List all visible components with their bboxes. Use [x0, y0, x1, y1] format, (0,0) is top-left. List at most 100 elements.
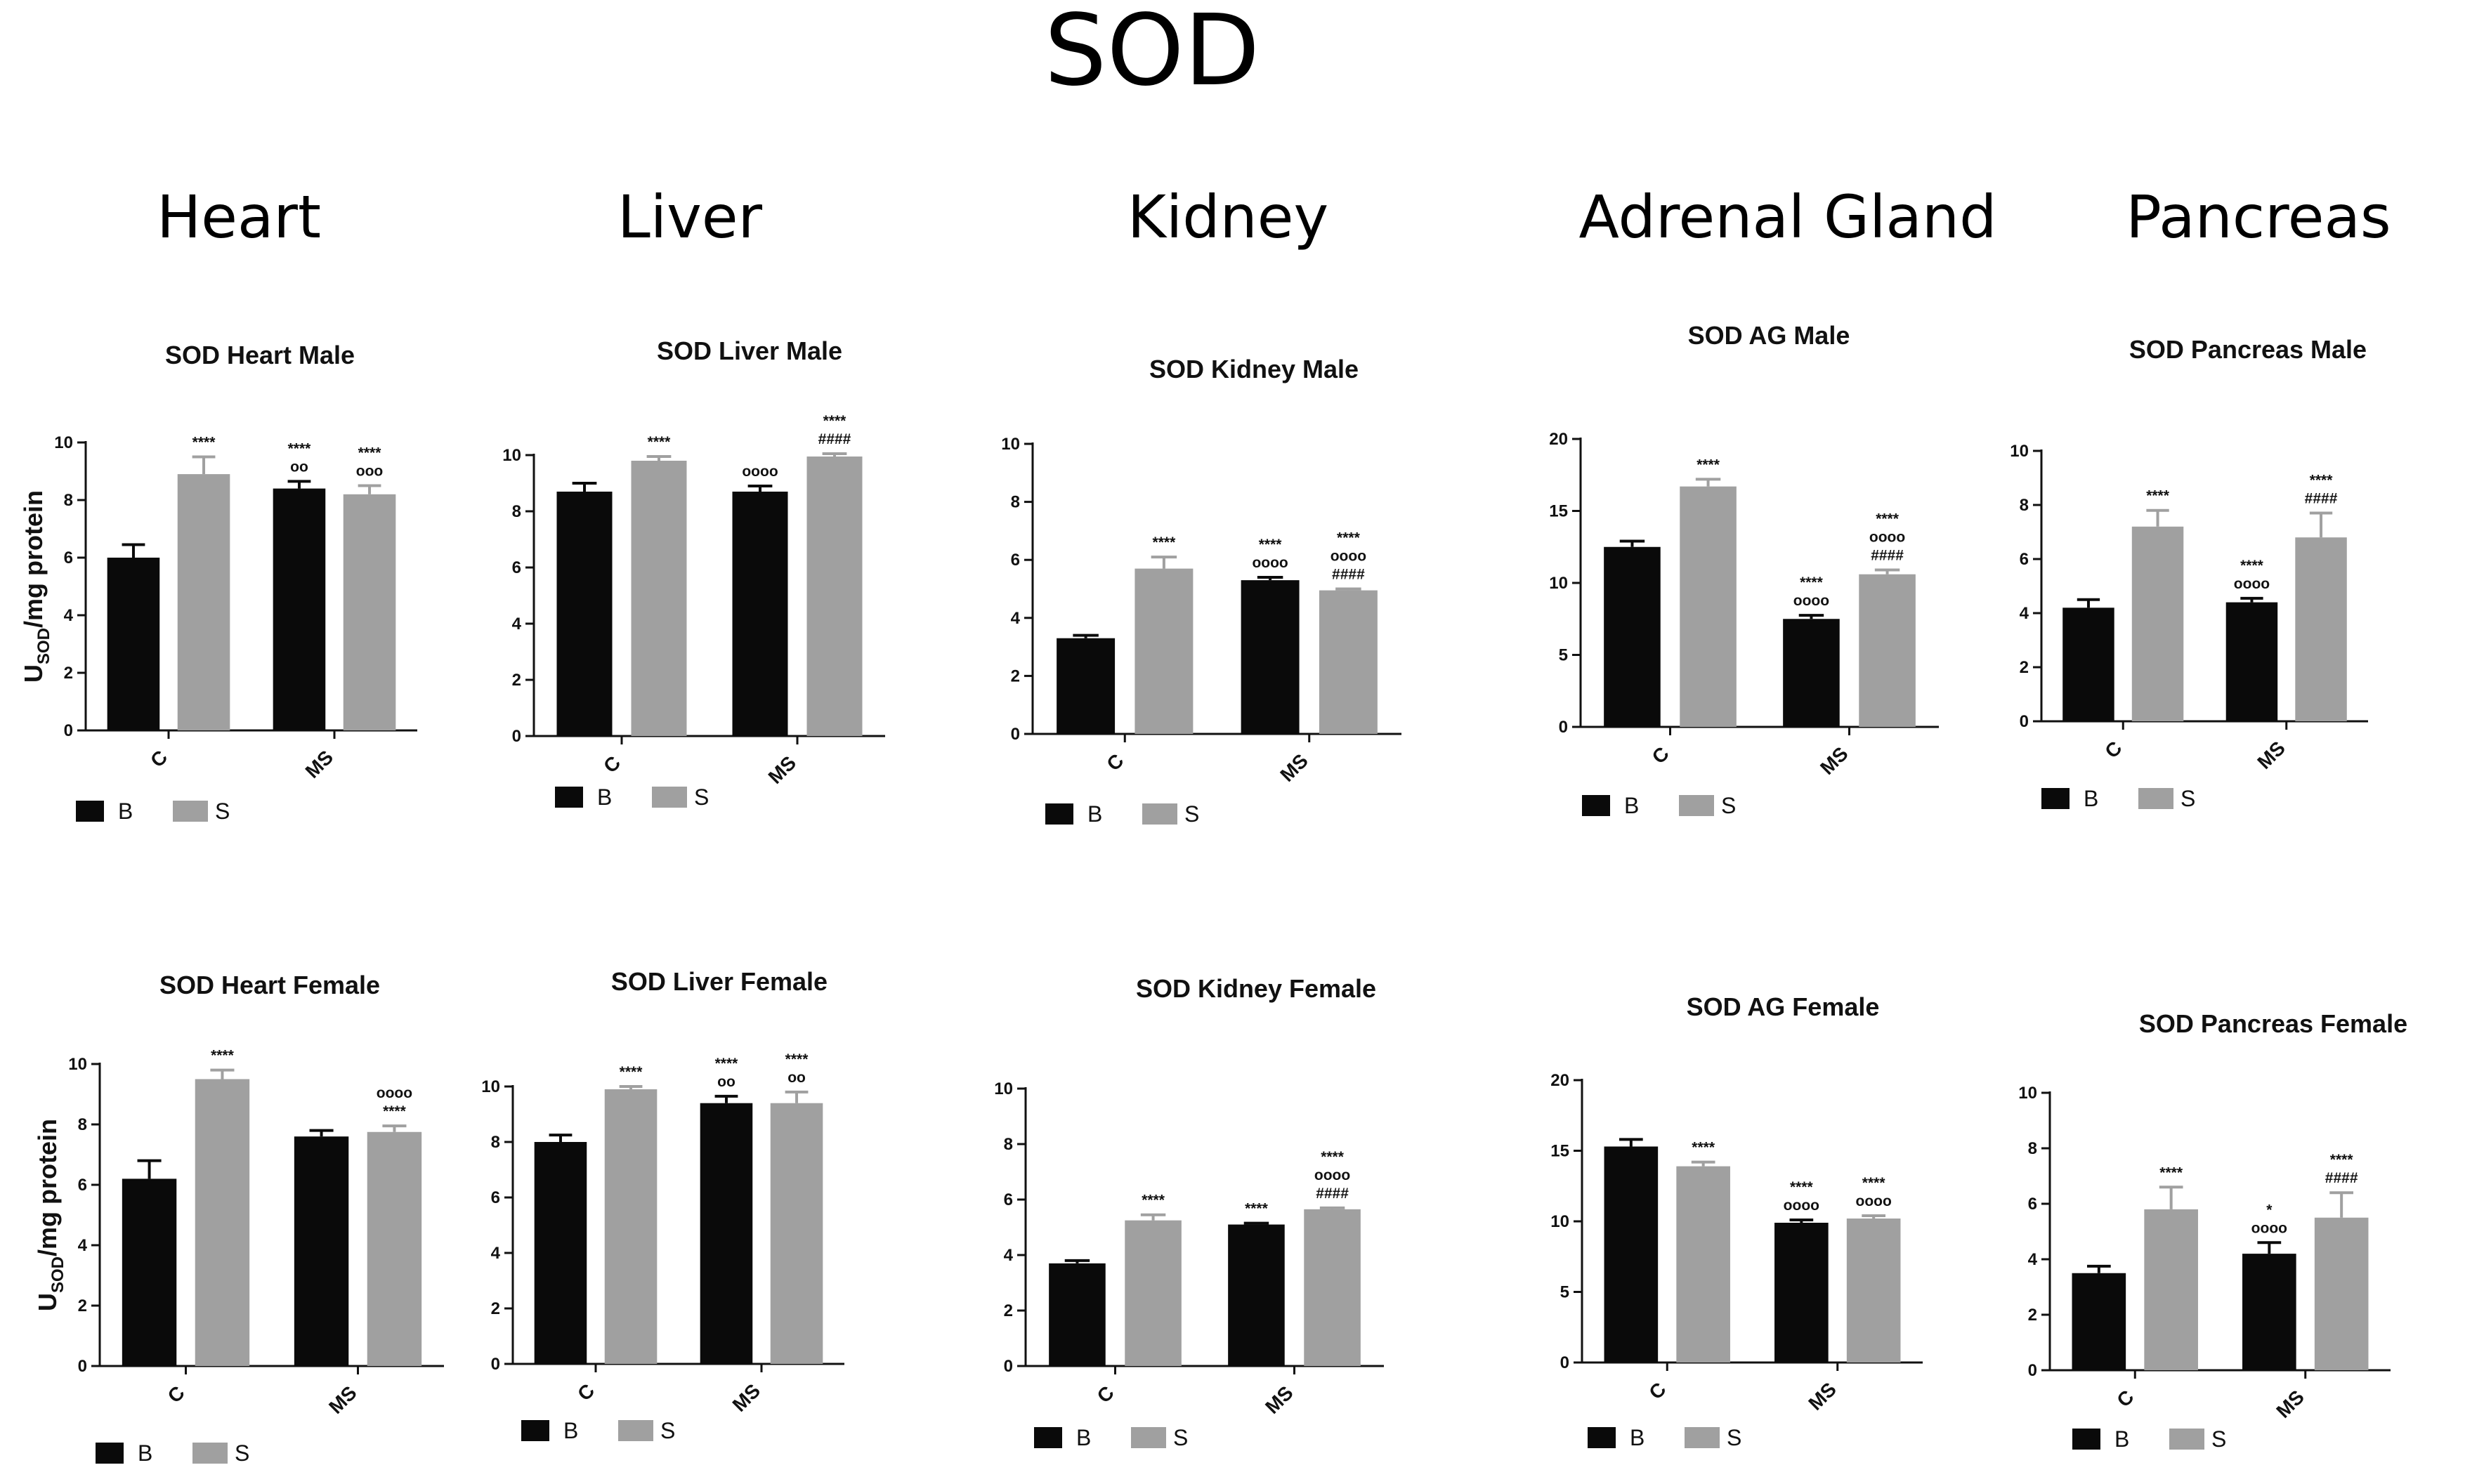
- chart-title: SOD Heart Male: [165, 341, 355, 369]
- figure-title: SOD: [1045, 0, 1260, 108]
- legend-swatch-s: [2169, 1429, 2204, 1450]
- y-tick-label: 8: [64, 491, 73, 510]
- chart-sod-pancreas-male: SOD Pancreas Male 0 2 4 6 8 10 C **** MS oooo **** #…: [2010, 335, 2368, 811]
- significance-marker: ****: [648, 434, 672, 450]
- y-tick-label: 6: [512, 558, 521, 577]
- y-tick-label: 20: [1550, 1071, 1569, 1090]
- legend-label-b: B: [1630, 1425, 1645, 1450]
- chart-title: SOD Heart Female: [159, 971, 380, 999]
- bar-b-c: [1604, 546, 1661, 727]
- y-tick-label: 0: [512, 727, 521, 746]
- significance-marker: ****: [1800, 574, 1824, 591]
- x-tick-label-ms: MS: [1276, 749, 1312, 786]
- y-tick-label: 2: [512, 671, 521, 690]
- legend-label-b: B: [1087, 801, 1102, 827]
- y-tick-label: 2: [2028, 1306, 2037, 1325]
- y-tick-label: 8: [512, 502, 521, 521]
- significance-marker: oooo: [1856, 1193, 1892, 1209]
- bar-b-c: [1604, 1146, 1659, 1362]
- legend-swatch-b: [76, 801, 104, 822]
- significance-marker: oooo: [1784, 1197, 1819, 1214]
- y-tick-label: 4: [1011, 609, 1021, 628]
- significance-marker: oooo: [2251, 1220, 2287, 1236]
- significance-marker: oo: [787, 1070, 806, 1086]
- legend-swatch-b: [96, 1443, 124, 1464]
- y-tick-label: 2: [64, 664, 73, 683]
- significance-marker: oooo: [1331, 549, 1366, 565]
- significance-marker: ****: [1153, 534, 1177, 551]
- significance-marker: ****: [785, 1051, 809, 1068]
- x-tick-label-ms: MS: [301, 746, 338, 782]
- bar-b-ms: [2225, 602, 2278, 721]
- charts-group: SOD Heart Male0246810C****MSoo****ooo***…: [19, 321, 2407, 1466]
- legend-label-s: S: [1721, 793, 1736, 818]
- legend-swatch-b: [2072, 1429, 2100, 1450]
- chart-sod-heart-male: SOD Heart Male 0 2 4 6 8 10 C **** MS oo **** ooo ***…: [19, 341, 417, 824]
- bar-s-ms: [2295, 537, 2347, 721]
- y-tick-label: 2: [1011, 667, 1020, 685]
- significance-marker: ****: [2240, 558, 2264, 574]
- legend-swatch-b: [1045, 803, 1073, 825]
- y-tick-label: 6: [2020, 550, 2029, 569]
- legend-label-b: B: [118, 799, 133, 824]
- legend-swatch-b: [2041, 788, 2070, 809]
- y-axis-label: USOD/mg protein: [19, 490, 53, 683]
- x-tick-label-c: C: [1102, 749, 1127, 775]
- significance-marker: ****: [1245, 1201, 1269, 1217]
- bar-b-ms: [1228, 1224, 1285, 1366]
- legend-swatch-s: [173, 801, 208, 822]
- significance-marker: ####: [1316, 1186, 1349, 1202]
- legend-swatch-b: [1582, 795, 1610, 816]
- x-tick-label-ms: MS: [1804, 1378, 1841, 1414]
- bar-s-c: [1676, 1166, 1730, 1362]
- bar-b-c: [534, 1142, 587, 1364]
- y-tick-label: 8: [1004, 1135, 1013, 1154]
- significance-marker: ****: [383, 1103, 407, 1119]
- significance-marker: ****: [288, 440, 312, 457]
- chart-sod-ag-female: SOD AG Female 0 5 10 15 20 C **** MS oooo **** oooo…: [1550, 992, 1923, 1450]
- legend-label-b: B: [2114, 1426, 2129, 1452]
- y-tick-label: 8: [1011, 493, 1020, 512]
- bar-b-c: [1057, 638, 1116, 734]
- legend-swatch-b: [1034, 1427, 1062, 1448]
- significance-marker: ****: [211, 1048, 235, 1064]
- x-tick-label-c: C: [164, 1381, 189, 1407]
- significance-marker: ****: [823, 413, 847, 429]
- chart-sod-kidney-female: SOD Kidney Female 0 2 4 6 8 10 C **** MS **** #### o…: [994, 974, 1384, 1450]
- significance-marker: ####: [2305, 491, 2338, 507]
- y-tick-label: 20: [1549, 430, 1568, 449]
- bar-s-ms: [1859, 574, 1916, 727]
- significance-marker: ****: [1696, 457, 1720, 473]
- significance-marker: ****: [1142, 1193, 1165, 1209]
- significance-marker: oooo: [1314, 1167, 1350, 1183]
- legend-swatch-s: [1142, 803, 1177, 825]
- bar-b-ms: [273, 488, 326, 730]
- significance-marker: oooo: [2234, 576, 2270, 592]
- y-tick-label: 6: [64, 549, 73, 567]
- y-tick-label: 10: [994, 1079, 1013, 1098]
- y-tick-label: 8: [2028, 1139, 2037, 1158]
- y-tick-label: 2: [2020, 658, 2029, 677]
- x-tick-label-ms: MS: [325, 1381, 361, 1418]
- significance-marker: ****: [2330, 1152, 2354, 1168]
- legend-swatch-b: [555, 787, 583, 808]
- chart-title: SOD AG Female: [1687, 992, 1880, 1021]
- bar-s-c: [1125, 1220, 1182, 1366]
- x-tick-label-ms: MS: [1261, 1381, 1297, 1418]
- x-tick-label-ms: MS: [764, 751, 801, 788]
- y-tick-label: 4: [78, 1236, 88, 1255]
- significance-marker: ****: [1790, 1179, 1814, 1195]
- chart-title: SOD Liver Male: [657, 336, 842, 365]
- organ-heading-liver: Liver: [617, 183, 763, 251]
- significance-marker: oooo: [377, 1085, 412, 1101]
- significance-marker: oooo: [1252, 555, 1288, 571]
- x-tick-label-c: C: [1648, 742, 1673, 768]
- significance-marker: ****: [620, 1064, 643, 1080]
- bar-b-ms: [1774, 1223, 1829, 1362]
- bar-s-c: [2131, 526, 2184, 721]
- bar-b-ms: [2242, 1254, 2296, 1370]
- bar-s-ms: [770, 1103, 823, 1364]
- y-tick-label: 4: [491, 1244, 501, 1263]
- significance-marker: ****: [1876, 511, 1900, 527]
- significance-marker: ####: [2325, 1170, 2358, 1186]
